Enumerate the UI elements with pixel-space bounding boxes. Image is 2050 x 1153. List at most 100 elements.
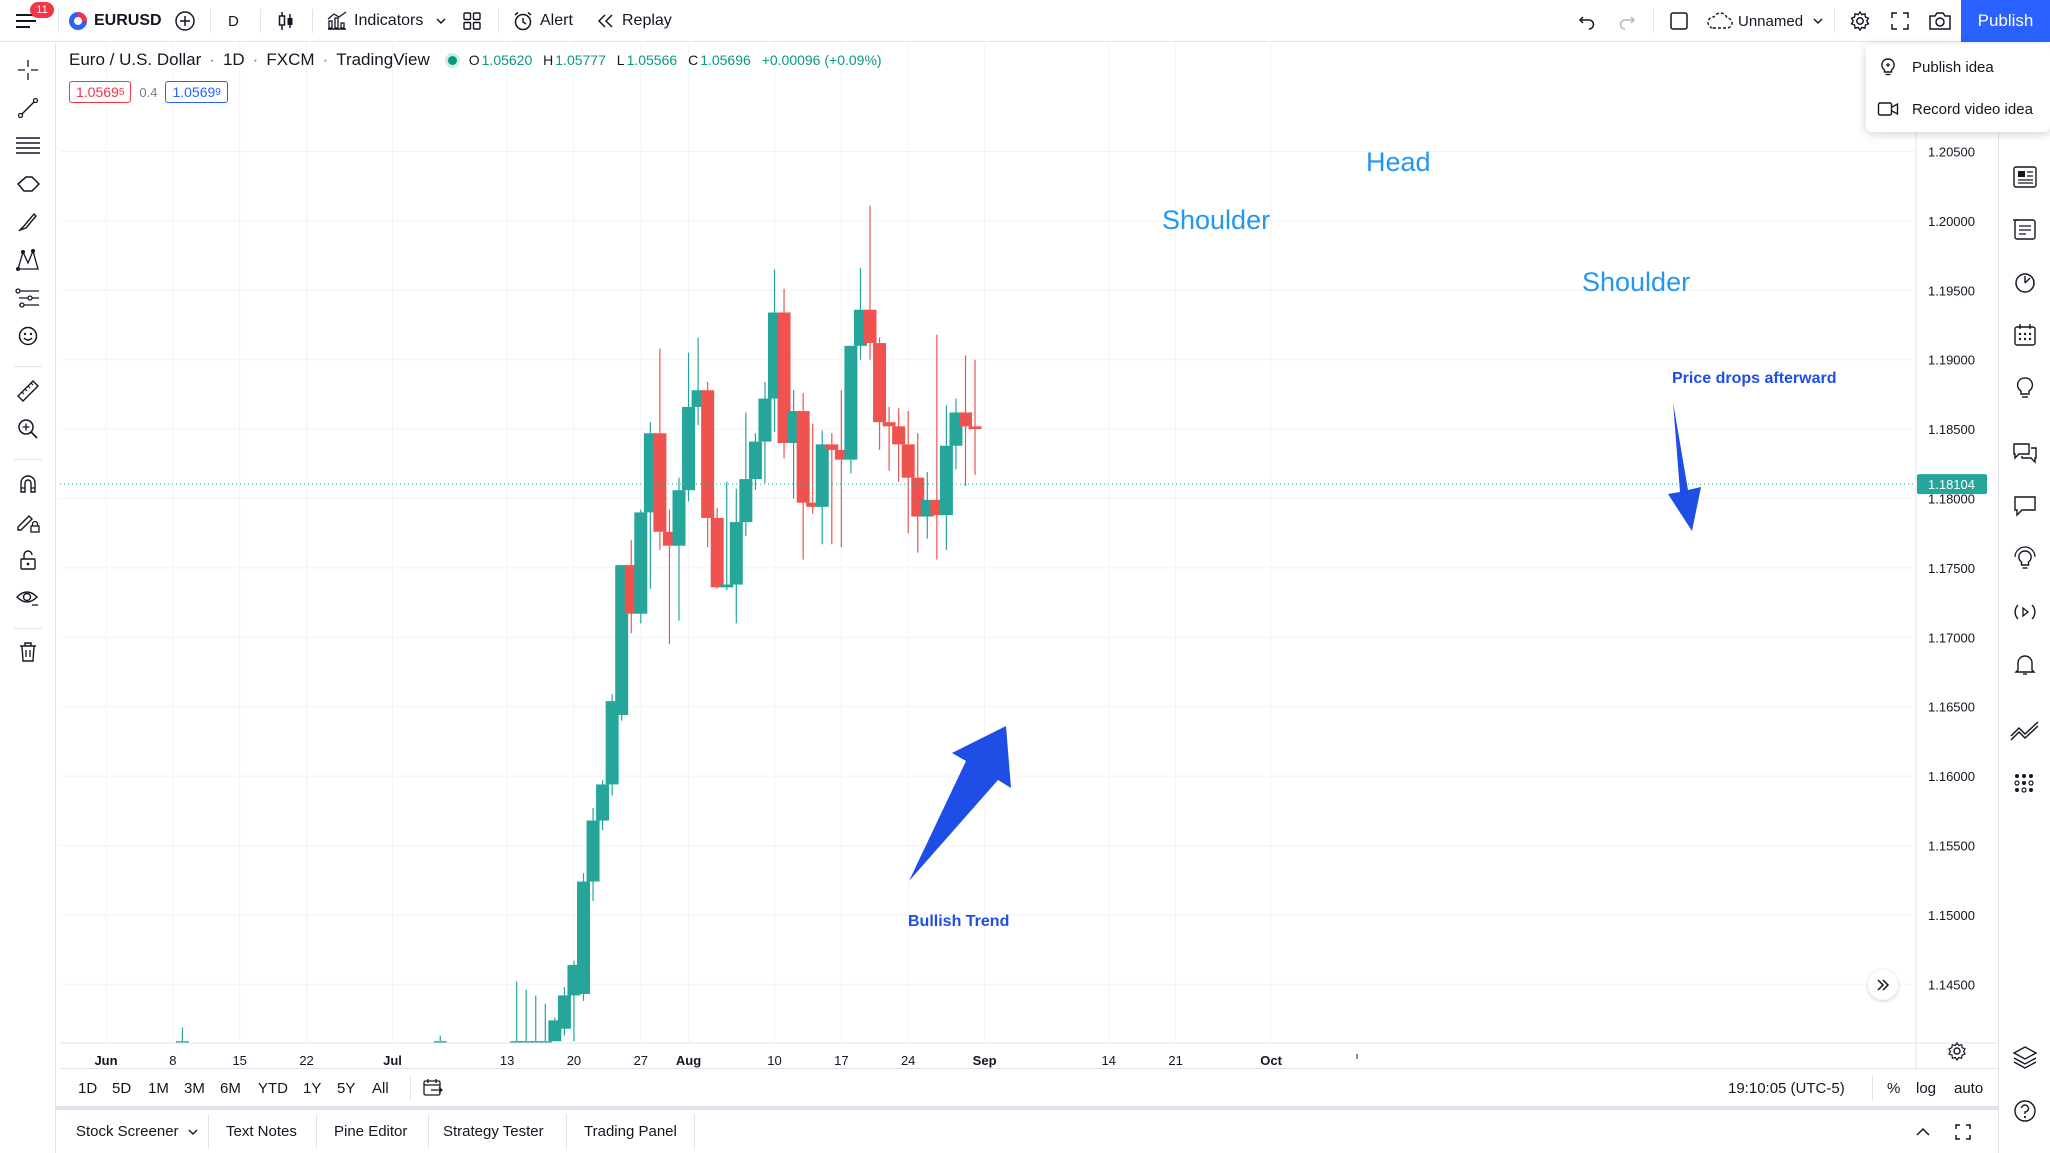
alert-button[interactable]: Alert <box>512 0 573 42</box>
scale-settings-gear-icon[interactable] <box>1948 1041 1966 1062</box>
main-menu-button[interactable] <box>14 0 38 42</box>
candle[interactable] <box>634 509 648 624</box>
replay-button[interactable]: Replay <box>596 0 672 42</box>
candle[interactable] <box>834 390 848 548</box>
candle[interactable] <box>538 1003 552 1044</box>
candle[interactable] <box>863 205 877 360</box>
alerts-list-button[interactable] <box>2009 213 2041 245</box>
comments-button[interactable] <box>2009 490 2041 522</box>
buy-price-button[interactable]: 1.0569 9 <box>165 81 228 103</box>
maximize-panel-button[interactable] <box>1954 1110 1972 1153</box>
candle[interactable] <box>892 408 906 482</box>
timezone-clock[interactable]: 19:10:05 (UTC-5) <box>1728 1079 1845 1097</box>
indicators-button[interactable]: Indicators <box>326 0 423 42</box>
prediction-tool[interactable] <box>12 282 44 314</box>
candle[interactable] <box>586 808 600 902</box>
layers-button[interactable] <box>2009 1041 2041 1073</box>
candle[interactable] <box>175 1027 189 1044</box>
candle[interactable] <box>710 508 724 589</box>
range-all[interactable]: All <box>372 1079 389 1097</box>
hotlist-button[interactable] <box>2009 543 2041 575</box>
select-layout-button[interactable] <box>1668 0 1690 42</box>
candle[interactable] <box>882 406 896 471</box>
price-chart[interactable]: 1.20500 1.20000 1.19500 1.19000 1.18500 1.180… <box>60 43 1998 1068</box>
candle[interactable] <box>529 995 543 1044</box>
crosshair-tool[interactable] <box>12 54 44 86</box>
candle[interactable] <box>519 989 533 1044</box>
collapse-panel-button[interactable] <box>1914 1110 1932 1153</box>
pattern-tool[interactable] <box>12 168 44 200</box>
candle[interactable] <box>557 987 571 1036</box>
scroll-to-realtime-button[interactable] <box>1868 970 1898 1000</box>
market-status-indicator[interactable] <box>447 55 457 65</box>
log-scale-toggle[interactable]: log <box>1916 1079 1937 1097</box>
auto-scale-toggle[interactable]: auto <box>1954 1079 1984 1097</box>
fullscreen-button[interactable] <box>1890 0 1910 42</box>
trend-line-tool[interactable] <box>12 92 44 124</box>
indicators-dropdown-button[interactable] <box>434 0 448 42</box>
range-ytd[interactable]: YTD <box>258 1079 288 1097</box>
data-window-button[interactable] <box>2009 266 2041 298</box>
layout-grid-button[interactable] <box>462 0 482 42</box>
record-video-idea-menu-item[interactable]: Record video idea <box>1866 88 2050 130</box>
brush-tool[interactable] <box>12 206 44 238</box>
watchlist-button[interactable] <box>2009 161 2041 193</box>
range-5d[interactable]: 5D <box>112 1079 132 1097</box>
tab-text-notes[interactable]: Text Notes <box>226 1123 297 1140</box>
candle[interactable] <box>796 393 810 560</box>
annotation-text[interactable]: Shoulder <box>1162 205 1270 235</box>
tab-trading-panel[interactable]: Trading Panel <box>584 1123 677 1140</box>
candle[interactable] <box>577 873 590 1001</box>
go-to-date-button[interactable] <box>422 1069 444 1107</box>
range-1d[interactable]: 1D <box>78 1079 98 1097</box>
candle[interactable] <box>959 355 972 487</box>
depth-of-market-button[interactable] <box>2009 714 2041 746</box>
annotation-text[interactable]: Shoulder <box>1582 267 1690 297</box>
range-6m[interactable]: 6M <box>220 1079 241 1097</box>
candle[interactable] <box>873 337 887 450</box>
chart-type-button[interactable] <box>276 0 296 42</box>
candle[interactable] <box>806 423 820 514</box>
range-1y[interactable]: 1Y <box>303 1079 322 1097</box>
measure-tool[interactable] <box>12 375 44 407</box>
candle[interactable] <box>748 433 762 491</box>
snapshot-button[interactable] <box>1928 0 1952 42</box>
lock-drawings-tool[interactable] <box>12 544 44 576</box>
range-1m[interactable]: 1M <box>148 1079 169 1097</box>
stay-in-drawing-mode-tool[interactable] <box>12 506 44 538</box>
candle[interactable] <box>758 381 772 484</box>
candle[interactable] <box>901 411 915 534</box>
hide-drawings-tool[interactable] <box>12 582 44 614</box>
symbol-search-button[interactable]: EURUSD <box>68 0 162 42</box>
candle[interactable] <box>596 780 610 831</box>
price-drop-arrow[interactable] <box>1668 402 1701 531</box>
streams-button[interactable] <box>2009 596 2041 628</box>
calendar-button[interactable] <box>2009 319 2041 351</box>
candle[interactable] <box>605 694 619 796</box>
percent-scale-toggle[interactable]: % <box>1887 1079 1901 1097</box>
fib-tool[interactable] <box>12 130 44 162</box>
ideas-button[interactable] <box>2009 372 2041 404</box>
candle[interactable] <box>739 412 753 536</box>
candle[interactable] <box>844 345 858 474</box>
zoom-tool[interactable] <box>12 413 44 445</box>
candle[interactable] <box>968 359 982 475</box>
chart-pane[interactable]: 1.20500 1.20000 1.19500 1.19000 1.18500 1.180… <box>60 43 1998 1068</box>
interval-button[interactable]: D <box>228 12 239 30</box>
notifications-button[interactable] <box>2009 649 2041 681</box>
candle[interactable] <box>720 481 734 591</box>
annotation-text[interactable]: Price drops afterward <box>1672 370 1837 387</box>
candle[interactable] <box>672 477 686 621</box>
candle[interactable] <box>682 352 696 502</box>
candle[interactable] <box>777 288 791 459</box>
xabcd-pattern-tool[interactable] <box>12 244 44 276</box>
chart-settings-button[interactable] <box>1849 0 1871 42</box>
symbol-title[interactable]: Euro / U.S. Dollar <box>69 50 202 69</box>
candle[interactable] <box>815 430 829 545</box>
object-tree-button[interactable] <box>2009 767 2041 799</box>
range-5y[interactable]: 5Y <box>337 1079 356 1097</box>
compare-symbol-button[interactable] <box>174 0 196 42</box>
redo-button[interactable] <box>1617 0 1637 42</box>
tab-stock-screener[interactable]: Stock Screener <box>76 1110 199 1153</box>
help-button[interactable] <box>2009 1095 2041 1127</box>
